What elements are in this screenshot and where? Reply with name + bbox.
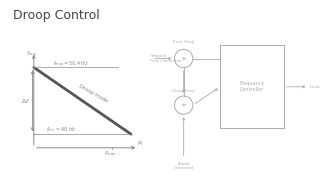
Text: Actual
Command: Actual Command (173, 162, 194, 170)
Text: Droop Freq.: Droop Freq. (172, 89, 195, 93)
Text: +: + (181, 55, 187, 62)
Text: Frequency
Controller: Frequency Controller (239, 81, 265, 92)
Text: Error (freq): Error (freq) (173, 40, 195, 44)
Text: $P_{max,i}$: $P_{max,i}$ (104, 150, 120, 158)
Text: $f_{max}=50.4\ Hz$: $f_{max}=50.4\ Hz$ (53, 59, 89, 68)
FancyBboxPatch shape (220, 45, 284, 128)
Text: +: + (181, 102, 187, 108)
Text: Load Signal Output: Load Signal Output (310, 85, 320, 89)
Text: $P_i$: $P_i$ (137, 139, 144, 148)
Text: $\Delta f$: $\Delta f$ (21, 97, 30, 105)
Text: $f_{reg}$: $f_{reg}$ (26, 50, 37, 60)
Text: Droop mode: Droop mode (78, 83, 109, 104)
Text: Setpoint
Freq. Command: Setpoint Freq. Command (150, 54, 182, 63)
Text: $f_{min}=48\ Hz$: $f_{min}=48\ Hz$ (46, 126, 76, 134)
Text: Droop Control: Droop Control (13, 9, 100, 22)
